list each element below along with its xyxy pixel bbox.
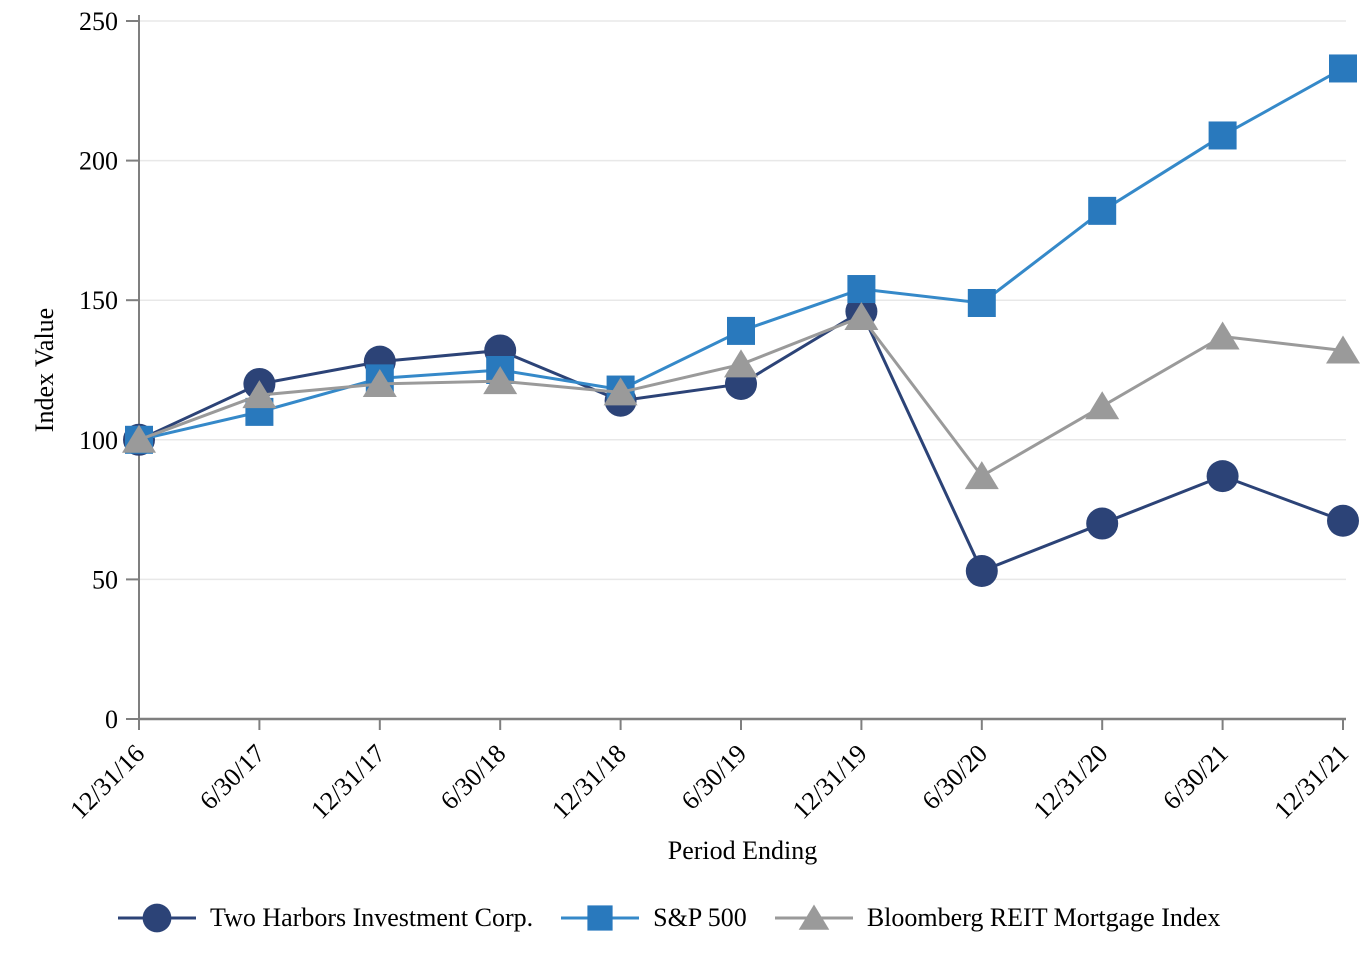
legend-swatch-triangle-icon	[774, 904, 853, 930]
legend-label-bloomberg-reit: Bloomberg REIT Mortgage Index	[866, 903, 1221, 932]
x-tick-label: 6/30/17	[194, 739, 271, 816]
chart-legend: Two Harbors Investment Corp. S&P 500 Blo…	[116, 896, 1220, 940]
data-point-marker-circle	[1206, 460, 1239, 493]
legend-label-sp500: S&P 500	[653, 903, 747, 932]
x-tick-label-group: 6/30/17	[194, 739, 271, 816]
series-two-harbors	[123, 295, 1359, 588]
y-tick-label: 100	[79, 426, 118, 455]
data-point-marker-triangle	[483, 366, 518, 395]
x-tick-label: 12/31/18	[546, 739, 632, 825]
data-point-marker-circle	[965, 555, 998, 588]
x-tick-label-group: 12/31/18	[546, 739, 632, 825]
x-axis-title-container: Period Ending	[139, 836, 1346, 866]
legend-item-sp500: S&P 500	[559, 901, 747, 935]
x-tick-label: 6/30/20	[916, 739, 993, 816]
x-tick-label: 6/30/18	[435, 739, 512, 816]
data-point-marker-square	[727, 316, 755, 345]
x-tick-label: 12/31/21	[1268, 739, 1354, 825]
data-point-marker-triangle	[724, 349, 758, 378]
data-point-marker-square	[587, 905, 613, 931]
y-axis-title: Index Value	[30, 307, 59, 433]
data-point-marker-square	[967, 288, 996, 317]
data-point-marker-triangle	[798, 904, 830, 930]
performance-line-chart: 0 50 100 150 200 250 12/31/16 6/30/17 12/31/17 6/…	[64, 7, 1360, 825]
legend-label-two-harbors: Two Harbors Investment Corp.	[210, 903, 534, 932]
legend-swatch-square-icon	[561, 905, 640, 931]
x-tick-label-group: 12/31/17	[305, 739, 391, 825]
data-point-marker-circle	[142, 903, 172, 933]
legend-item-bloomberg-reit: Bloomberg REIT Mortgage Index	[773, 901, 1221, 935]
data-point-marker-circle	[1086, 507, 1119, 540]
data-point-marker-triangle	[964, 461, 999, 490]
y-tick-label: 200	[79, 147, 118, 176]
legend-swatch-circle-icon	[118, 903, 196, 933]
data-point-marker-square	[1088, 196, 1117, 225]
series-sp500	[125, 54, 1357, 454]
data-point-marker-triangle	[603, 377, 638, 406]
data-point-marker-triangle	[242, 380, 277, 409]
x-tick-label: 6/30/19	[676, 739, 753, 816]
data-point-marker-circle	[1327, 504, 1359, 537]
y-tick-label: 50	[92, 565, 118, 594]
x-tick-label-group: 12/31/19	[787, 739, 873, 825]
legend-item-two-harbors: Two Harbors Investment Corp.	[116, 901, 533, 935]
data-point-marker-triangle	[362, 368, 397, 397]
x-tick-label: 12/31/20	[1028, 739, 1114, 825]
x-tick-label-group: 12/31/16	[64, 739, 150, 825]
data-point-marker-triangle	[1085, 391, 1120, 420]
x-tick-label: 12/31/16	[64, 739, 150, 825]
x-tick-label: 12/31/19	[787, 739, 873, 825]
x-axis-title: Period Ending	[667, 836, 818, 865]
x-tick-label-group: 12/31/20	[1028, 739, 1114, 825]
y-tick-label: 250	[79, 7, 118, 36]
data-point-marker-square	[1208, 121, 1237, 150]
x-tick-label: 12/31/17	[305, 739, 391, 825]
x-tick-label-group: 6/30/21	[1157, 739, 1234, 816]
series-bloomberg-reit	[122, 301, 1360, 490]
x-tick-label-group: 6/30/19	[676, 739, 753, 816]
x-tick-label: 6/30/21	[1157, 739, 1234, 816]
data-point-marker-triangle	[844, 301, 879, 330]
x-tick-label-group: 12/31/21	[1268, 739, 1354, 825]
data-point-marker-triangle	[1326, 335, 1360, 364]
data-point-marker-square	[847, 275, 876, 304]
x-tick-label-group: 6/30/20	[916, 739, 993, 816]
data-point-marker-triangle	[1205, 321, 1240, 350]
x-tick-label-group: 6/30/18	[435, 739, 512, 816]
y-tick-label: 150	[79, 286, 118, 315]
y-tick-label: 0	[105, 705, 118, 734]
data-point-marker-triangle	[122, 424, 156, 453]
data-point-marker-square	[1329, 54, 1357, 83]
